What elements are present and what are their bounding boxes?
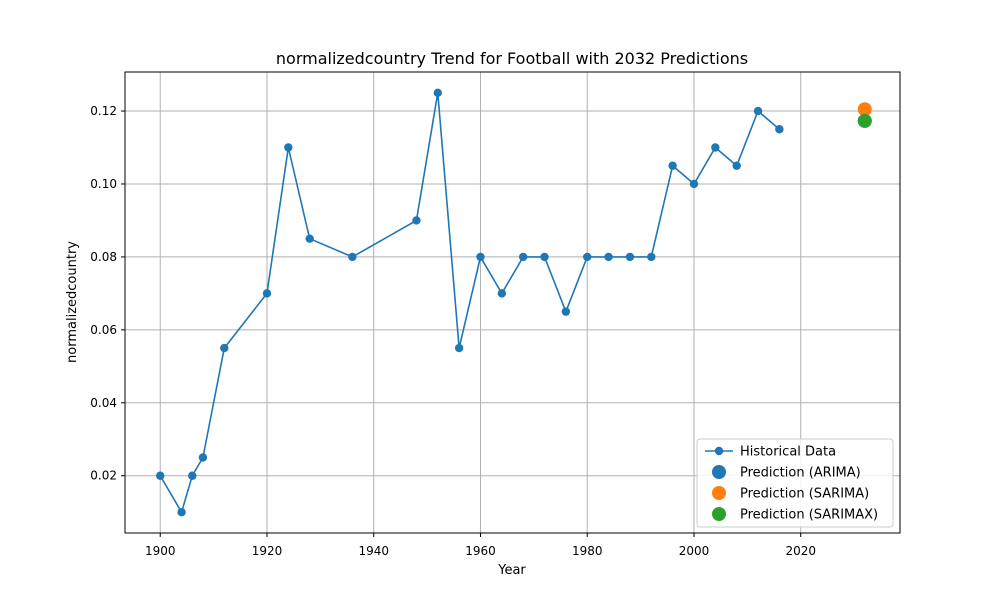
y-tick-label: 0.08: [90, 250, 117, 264]
historical-data-point: [711, 143, 720, 152]
legend-entry-label: Prediction (SARIMAX): [740, 508, 878, 523]
legend-marker-swatch: [712, 486, 726, 500]
plot-frame: [124, 71, 901, 534]
y-tick-label: 0.02: [90, 469, 117, 483]
y-tick-label: 0.10: [90, 177, 117, 191]
x-axis-label: Year: [497, 563, 526, 578]
historical-data-point: [540, 252, 549, 262]
historical-data-point: [561, 307, 571, 316]
historical-data-point: [604, 252, 613, 262]
x-tick-label: 2000: [679, 544, 710, 558]
historical-data-point: [497, 289, 507, 298]
y-axis-ticks: 0.02 0.04 0.06 0.08 0.10 0.12: [90, 104, 125, 483]
x-tick-label: 1960: [465, 544, 496, 558]
legend: Historical Data Prediction (ARIMA) Predict…: [696, 438, 894, 528]
historical-data-point: [348, 252, 357, 262]
prediction-point-prediction-sarimax: [857, 113, 872, 128]
legend-box: [696, 438, 894, 528]
historical-data-point: [220, 343, 229, 353]
y-tick-label: 0.06: [90, 323, 117, 337]
plot-series: [156, 88, 872, 517]
legend-entry-label: Historical Data: [740, 445, 836, 460]
historical-data-point: [198, 453, 208, 462]
historical-data-point: [583, 252, 592, 262]
historical-data-point: [775, 125, 784, 134]
historical-data-point: [625, 252, 635, 262]
historical-data-point: [188, 471, 197, 480]
historical-data-point: [433, 88, 442, 97]
historical-data-point: [454, 343, 464, 353]
historical-data-point: [518, 252, 528, 262]
historical-data-point: [284, 143, 293, 152]
x-axis-ticks: 1900 1920 1940 1960 1980 2000 2020: [145, 533, 816, 558]
historical-data-point: [732, 161, 741, 170]
historical-data-point: [753, 106, 763, 116]
prediction-point-prediction-sarima: [857, 102, 872, 117]
grid: [125, 72, 900, 533]
x-tick-label: 1940: [358, 544, 389, 558]
historical-data-point: [177, 508, 186, 517]
historical-data-point: [305, 234, 314, 243]
x-tick-label: 2020: [785, 544, 816, 558]
legend-entry-label: Prediction (SARIMA): [740, 487, 869, 502]
y-axis-label: normalizedcountry: [65, 241, 80, 363]
legend-marker-swatch: [712, 465, 726, 479]
chart-title: normalizedcountry Trend for Football wit…: [276, 49, 748, 68]
y-tick-label: 0.12: [90, 104, 117, 118]
legend-entry-label: Prediction (ARIMA): [740, 466, 861, 481]
historical-data-point: [156, 471, 165, 480]
legend-marker-swatch: [712, 507, 726, 521]
historical-data-point: [689, 179, 699, 189]
historical-data-point: [412, 216, 421, 225]
legend-marker-swatch: [714, 446, 724, 456]
x-tick-label: 1980: [572, 544, 603, 558]
historical-data-point: [262, 289, 272, 298]
historical-data-point: [668, 161, 677, 170]
x-tick-label: 1900: [145, 544, 176, 558]
y-tick-label: 0.04: [90, 396, 117, 410]
x-tick-label: 1920: [252, 544, 283, 558]
historical-data-point: [476, 252, 485, 262]
historical-data-point: [647, 252, 656, 262]
